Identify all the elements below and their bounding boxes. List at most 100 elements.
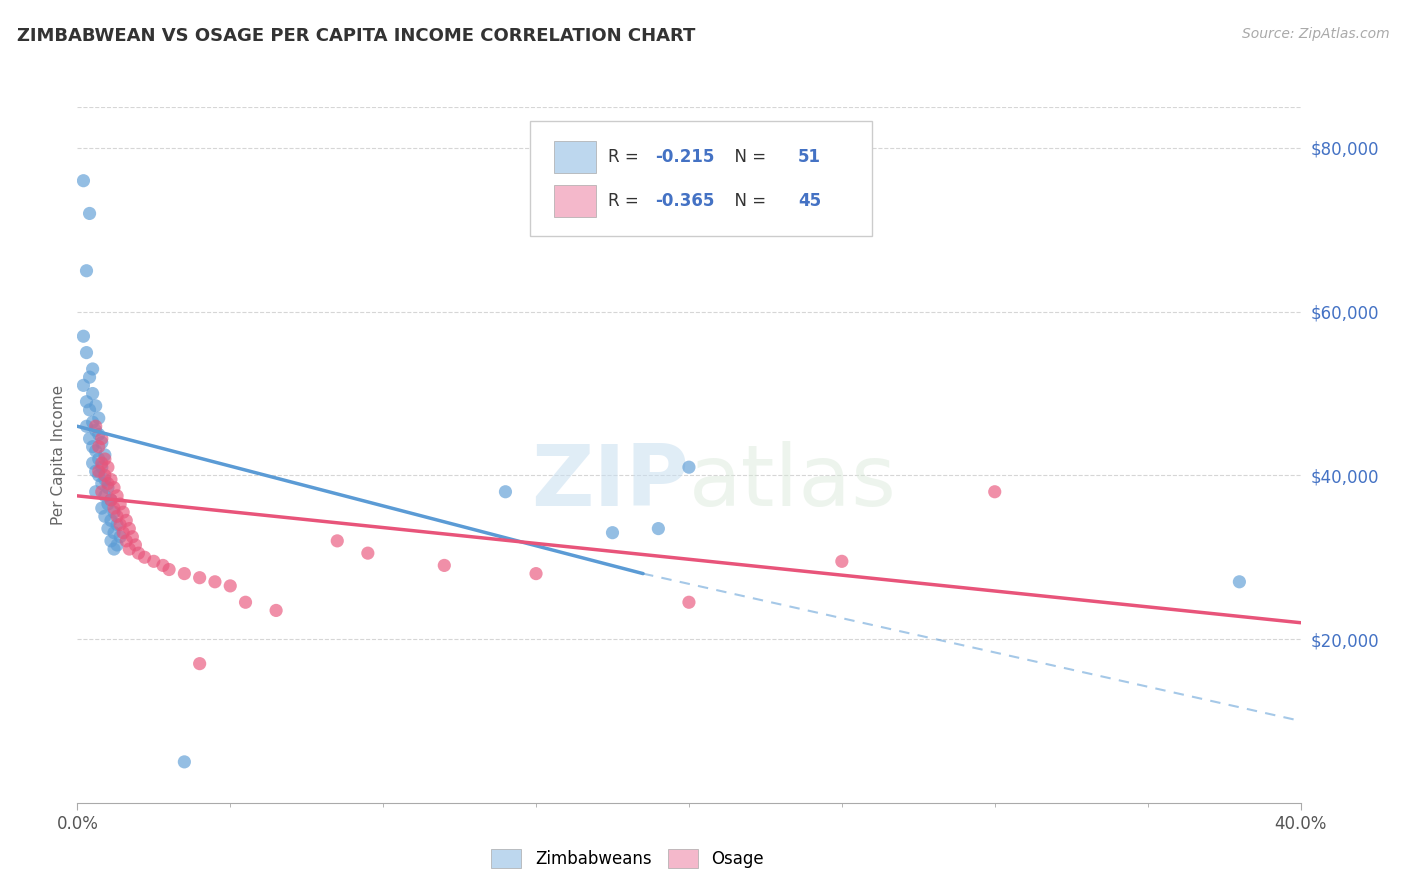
Point (1229, 574, 1251, 589)
FancyBboxPatch shape (530, 121, 873, 235)
Point (72, 378, 94, 392)
Point (90, 435, 112, 450)
Point (103, 525, 125, 540)
Point (82, 386, 104, 401)
Point (984, 484, 1007, 499)
Point (94, 489, 117, 503)
Point (100, 473, 122, 487)
Point (84, 399, 107, 413)
Point (118, 542, 141, 557)
Point (108, 517, 131, 532)
Point (90, 456, 112, 470)
Point (108, 497, 131, 511)
Point (235, 595, 257, 609)
Legend: Zimbabweans, Osage: Zimbabweans, Osage (485, 842, 770, 874)
Point (103, 542, 125, 557)
Point (84, 443, 107, 458)
Y-axis label: Per Capita Income: Per Capita Income (51, 384, 66, 525)
Point (90, 460, 112, 475)
Point (84, 423, 107, 437)
Point (831, 554, 853, 568)
Point (90, 432, 112, 446)
Text: -0.365: -0.365 (655, 192, 714, 210)
Point (72, 329, 94, 343)
Point (97, 481, 120, 495)
Point (105, 489, 128, 503)
Point (82, 456, 104, 470)
FancyBboxPatch shape (554, 185, 596, 217)
Point (76, 394, 98, 409)
Point (357, 546, 380, 560)
Point (82, 440, 104, 454)
Point (326, 533, 349, 548)
FancyBboxPatch shape (554, 141, 596, 173)
Point (84, 464, 107, 478)
Point (79, 403, 101, 417)
Point (72, 174, 94, 188)
Point (94, 509, 117, 524)
Point (100, 513, 122, 527)
Point (87, 464, 110, 478)
Point (76, 264, 98, 278)
Point (112, 525, 135, 540)
Point (115, 533, 138, 548)
Point (79, 370, 101, 384)
Text: 51: 51 (797, 148, 821, 166)
Point (87, 452, 110, 467)
Point (82, 362, 104, 376)
Point (87, 411, 110, 425)
Point (105, 517, 128, 532)
Point (103, 481, 125, 495)
Text: 45: 45 (797, 192, 821, 210)
Point (647, 522, 669, 536)
Point (524, 566, 547, 581)
Point (90, 484, 112, 499)
Point (105, 509, 128, 524)
Point (134, 550, 156, 565)
Point (100, 492, 122, 507)
Point (173, 566, 195, 581)
Text: N =: N = (724, 192, 772, 210)
Point (90, 501, 112, 516)
Point (121, 530, 143, 544)
Point (76, 419, 98, 434)
Point (602, 525, 624, 540)
Text: ZIP: ZIP (531, 442, 689, 524)
Point (112, 505, 135, 519)
Point (87, 440, 110, 454)
Point (90, 476, 112, 491)
Point (118, 522, 141, 536)
Point (142, 554, 165, 568)
Point (108, 530, 131, 544)
Point (100, 533, 122, 548)
Text: -0.215: -0.215 (655, 148, 714, 166)
Point (84, 484, 107, 499)
Text: R =: R = (609, 192, 644, 210)
Point (79, 432, 101, 446)
Point (103, 501, 125, 516)
Point (103, 505, 125, 519)
Point (188, 571, 211, 585)
Point (97, 497, 120, 511)
Point (97, 476, 120, 491)
Point (128, 546, 150, 560)
Text: R =: R = (609, 148, 644, 166)
Text: ZIMBABWEAN VS OSAGE PER CAPITA INCOME CORRELATION CHART: ZIMBABWEAN VS OSAGE PER CAPITA INCOME CO… (17, 27, 695, 45)
Point (87, 468, 110, 483)
Point (97, 522, 120, 536)
Point (495, 484, 517, 499)
Point (115, 513, 138, 527)
Point (100, 492, 122, 507)
Point (94, 468, 117, 483)
Point (219, 579, 242, 593)
Point (76, 345, 98, 359)
Point (105, 538, 128, 552)
Point (124, 538, 146, 552)
Point (264, 603, 287, 617)
Point (82, 415, 104, 429)
Point (157, 562, 180, 576)
Text: atlas: atlas (689, 442, 897, 524)
Point (678, 595, 700, 609)
Point (204, 574, 226, 589)
Point (94, 473, 117, 487)
